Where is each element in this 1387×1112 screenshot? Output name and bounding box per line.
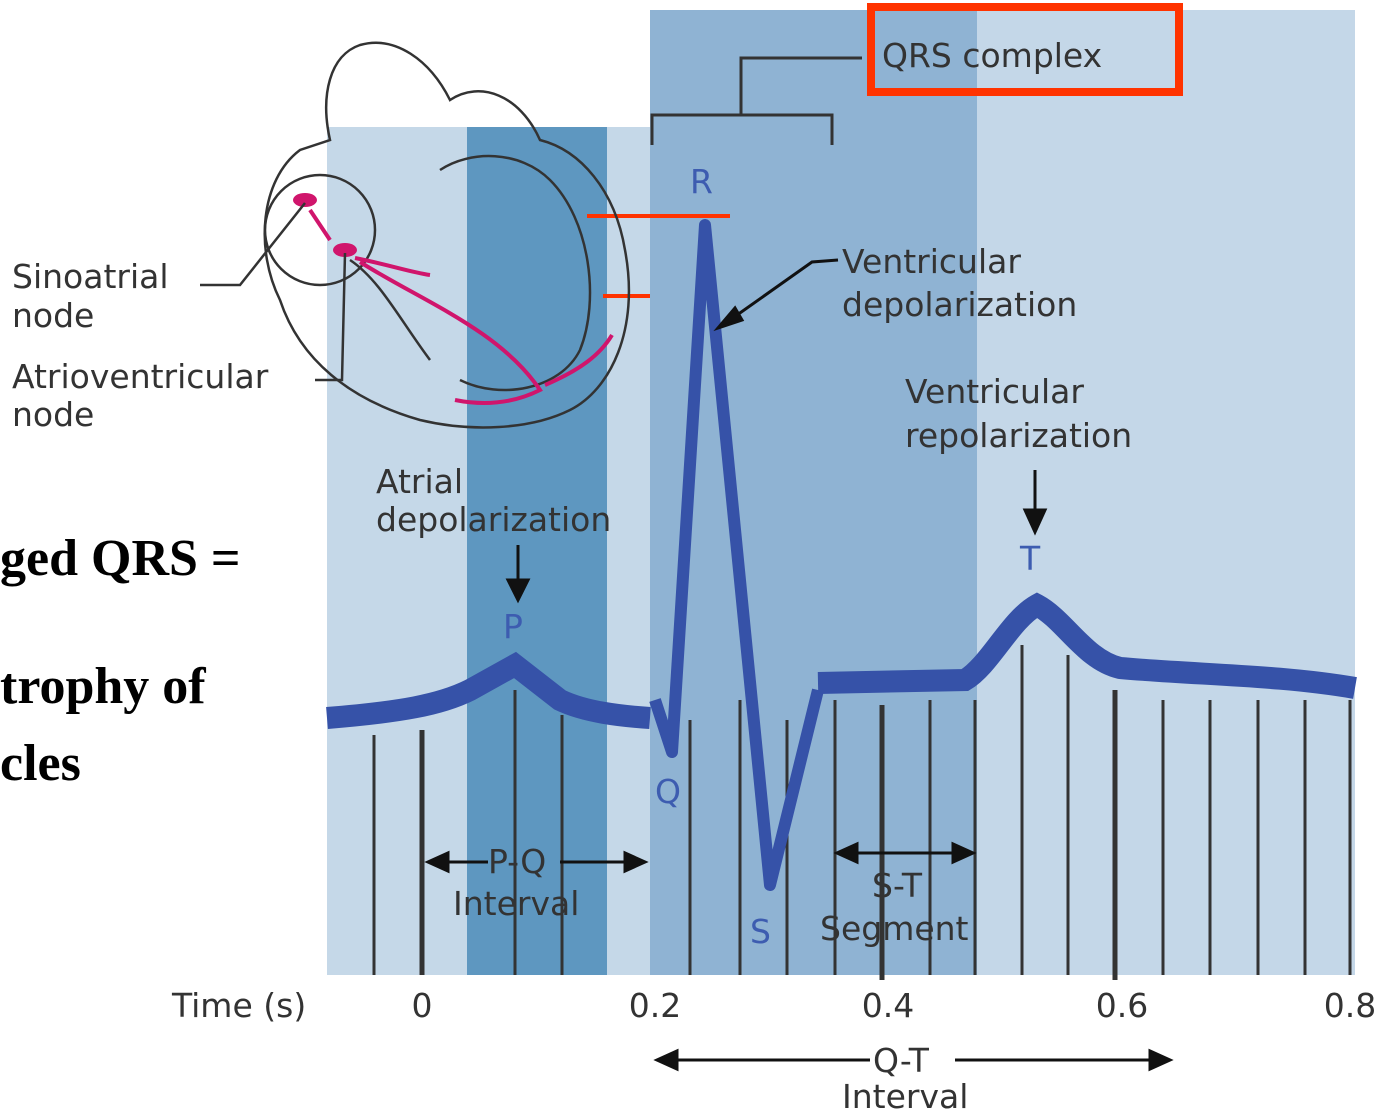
annotation: Ventricular — [842, 242, 1021, 281]
wave-label: S — [750, 912, 771, 951]
qrs-highlight — [867, 3, 1183, 96]
arrows — [424, 258, 1174, 1072]
slide-text: ged QRS = — [0, 530, 241, 587]
arrowhead — [713, 305, 745, 332]
tick-label: 0.8 — [1324, 986, 1376, 1025]
annotation: Segment — [820, 909, 969, 948]
tick-label: 0.2 — [629, 986, 681, 1025]
annotation: Ventricular — [905, 372, 1084, 411]
ecg-trace — [649, 219, 824, 891]
heart-label: Atrioventricular — [12, 357, 269, 396]
annotation: depolarization — [376, 500, 611, 539]
heart-outline — [263, 41, 631, 429]
heart-label: node — [12, 395, 94, 434]
arrowhead — [833, 841, 859, 865]
qrs-panel — [650, 10, 977, 975]
wave-label: Q — [655, 772, 681, 811]
av-node — [333, 243, 357, 257]
septum — [349, 258, 432, 361]
wave-label: T — [1019, 539, 1041, 578]
annotation: depolarization — [842, 285, 1077, 324]
arrow — [729, 258, 839, 322]
sa-node — [293, 193, 317, 207]
atrium — [263, 173, 377, 287]
axis-label: Time (s) — [171, 986, 306, 1025]
arrowhead — [1022, 508, 1048, 536]
wave-label: R — [690, 162, 713, 201]
arrowhead — [623, 850, 649, 874]
annotation: P-Q — [488, 842, 546, 881]
leader-line — [200, 202, 347, 382]
qrs-bracket — [650, 56, 862, 145]
st-panel — [977, 10, 1355, 975]
tick-label: 0 — [412, 986, 433, 1025]
ecg-trace — [326, 651, 651, 729]
annotation: Interval — [453, 884, 579, 923]
arrowhead — [505, 578, 531, 604]
arrowhead — [424, 850, 450, 874]
tick-label: 0.4 — [862, 986, 914, 1025]
heart-label: node — [12, 296, 94, 335]
heart — [200, 41, 631, 429]
slide-text: trophy of — [0, 658, 206, 715]
annotation: Q-T — [873, 1041, 930, 1080]
ventricle — [439, 154, 592, 392]
conduction-path — [308, 208, 614, 405]
pq-band — [467, 127, 607, 975]
ecg-trace — [817, 592, 1357, 699]
annotation: Atrial — [376, 462, 463, 501]
slide-text: cles — [0, 735, 81, 792]
grid-lines — [372, 645, 1352, 980]
annotation: Interval — [842, 1077, 968, 1112]
annotation: repolarization — [905, 416, 1132, 455]
wave-label: P — [503, 607, 523, 646]
arrowhead — [951, 841, 977, 865]
arrowhead — [653, 1048, 679, 1072]
qrs-label: QRS complex — [882, 36, 1102, 75]
arrowhead — [1148, 1048, 1174, 1072]
tick-label: 0.6 — [1096, 986, 1148, 1025]
annotation: S-T — [872, 866, 923, 905]
heart-label: Sinoatrial — [12, 257, 169, 296]
